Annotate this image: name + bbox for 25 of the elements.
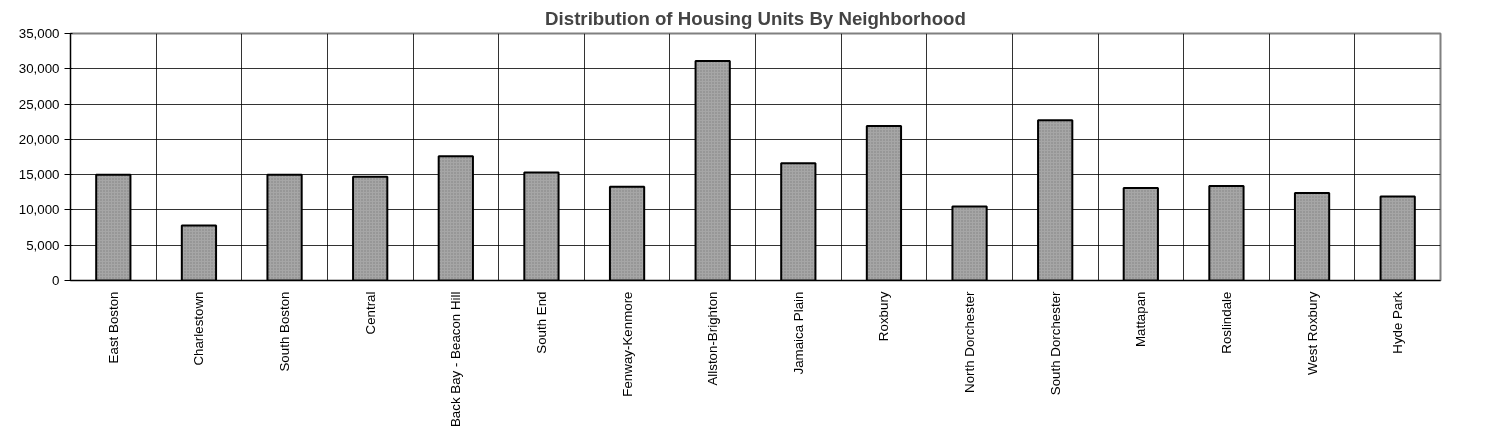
- x-tick-label: Mattapan: [1133, 291, 1149, 348]
- x-tick-label: West Roxbury: [1304, 291, 1320, 375]
- y-tick-label: 15,000: [18, 167, 60, 183]
- y-tick-label: 30,000: [18, 61, 60, 77]
- x-tick-label: South End: [533, 291, 549, 354]
- y-tick-label: 25,000: [18, 96, 60, 112]
- x-tick-label: Allston-Brighton: [705, 291, 721, 386]
- x-tick-label: Back Bay - Beacon Hill: [448, 291, 464, 428]
- x-tick-label: Jamaica Plain: [790, 291, 806, 375]
- y-tick-label: 10,000: [18, 202, 60, 218]
- chart-title: Distribution of Housing Units By Neighborhood: [545, 7, 966, 29]
- x-tick-label: South Dorchester: [1047, 290, 1063, 396]
- y-tick-label: 35,000: [18, 26, 60, 41]
- x-tick-label: Central: [362, 291, 378, 335]
- y-tick-label: 20,000: [18, 131, 60, 147]
- x-tick-label: North Dorchester: [962, 290, 978, 393]
- x-tick-label: Roxbury: [876, 291, 892, 342]
- x-tick-label: East Boston: [105, 291, 121, 364]
- x-tick-label: Fenway-Kenmore: [619, 291, 635, 397]
- x-tick-label: South Boston: [277, 291, 293, 372]
- y-tick-label: 5,000: [26, 237, 60, 253]
- x-tick-label: Roslindale: [1218, 291, 1234, 354]
- x-tick-label: Charlestown: [191, 291, 207, 366]
- x-tick-label: Hyde Park: [1390, 291, 1406, 354]
- y-tick-label: 0: [52, 273, 60, 288]
